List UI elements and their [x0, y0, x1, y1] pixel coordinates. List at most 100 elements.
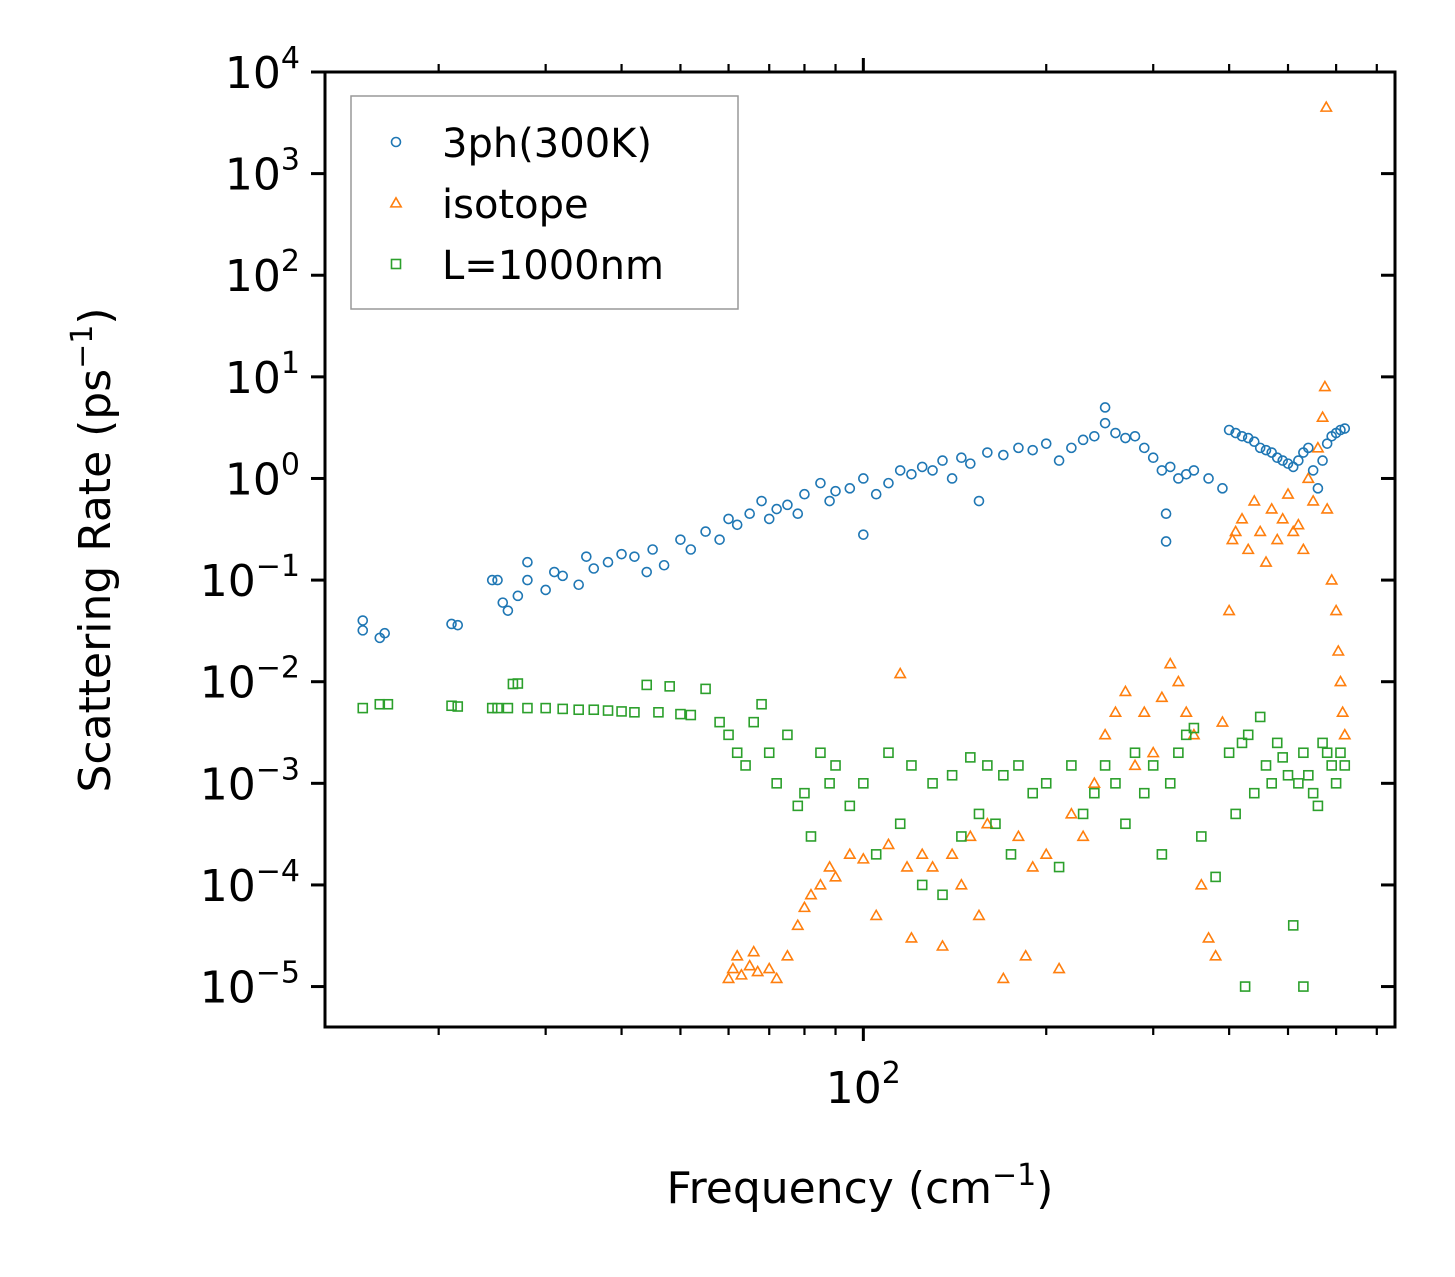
data-point [858, 778, 869, 789]
data-point [1110, 778, 1121, 789]
data-point [1188, 722, 1200, 734]
data-point [927, 778, 938, 789]
data-point [1253, 524, 1267, 537]
data-point [700, 526, 711, 537]
data-point [1156, 849, 1168, 860]
data-point [588, 563, 600, 574]
data-point [1312, 800, 1324, 812]
data-point [1239, 981, 1251, 992]
data-point [1271, 737, 1283, 749]
data-point [973, 495, 985, 507]
data-point [1230, 427, 1241, 439]
y-tick-label: 10−3 [200, 752, 300, 810]
data-point [714, 716, 725, 728]
data-point [357, 615, 369, 626]
data-point [658, 559, 670, 571]
data-point [1019, 949, 1033, 961]
data-point [856, 852, 870, 864]
y-tick-label: 10−1 [200, 549, 300, 607]
legend-marker-2 [390, 258, 402, 270]
data-point [815, 747, 826, 759]
data-point [1164, 778, 1176, 789]
data-point [1338, 728, 1352, 740]
data-point [937, 889, 948, 901]
data-point [1053, 455, 1065, 466]
data-point [804, 888, 818, 900]
data-point [805, 831, 817, 842]
data-point [824, 495, 835, 507]
data-point [616, 548, 627, 560]
data-point [1210, 871, 1221, 883]
data-point [1064, 807, 1078, 819]
data-point [1325, 573, 1339, 585]
data-point [1236, 431, 1248, 442]
data-point [904, 931, 919, 943]
data-point [1163, 657, 1177, 669]
data-point [1138, 442, 1150, 454]
data-point [906, 760, 917, 771]
data-point [581, 551, 592, 562]
data-point [1311, 441, 1325, 453]
data-point [1318, 379, 1332, 392]
y-tick-label: 102 [225, 244, 300, 302]
data-point [747, 944, 761, 957]
legend-label-isotope: isotope [442, 182, 589, 228]
data-point [1202, 931, 1216, 943]
data-point [1276, 512, 1290, 524]
data-point [916, 879, 928, 891]
data-point [1108, 705, 1123, 717]
data-point [1217, 483, 1228, 494]
data-point [1194, 878, 1208, 890]
data-point [824, 778, 835, 789]
data-point [881, 837, 896, 850]
data-point [1089, 431, 1100, 442]
data-point [998, 449, 1009, 461]
data-point [830, 485, 841, 497]
series-2 [357, 678, 1351, 992]
data-point [743, 959, 757, 971]
data-point [870, 849, 882, 860]
data-point [1128, 758, 1142, 771]
data-point [1039, 847, 1053, 860]
y-axis-label: Scattering Rate (ps−1) [65, 307, 121, 792]
data-point [1053, 861, 1065, 873]
data-point [946, 473, 958, 484]
data-point [1287, 920, 1299, 931]
data-point [512, 590, 524, 602]
data-point [1052, 961, 1066, 974]
data-point [685, 709, 697, 721]
data-point [1321, 438, 1333, 449]
data-point [883, 477, 894, 489]
data-point [602, 705, 614, 716]
data-point [883, 747, 894, 759]
data-point [894, 465, 906, 476]
data-point [893, 666, 907, 679]
data-point [1099, 760, 1111, 771]
data-point [813, 878, 828, 890]
data-point [492, 702, 503, 714]
legend: 3ph(300K) isotope L=1000nm [350, 95, 739, 310]
data-point [1339, 423, 1351, 434]
data-point [1160, 508, 1172, 520]
data-point [641, 566, 653, 578]
data-point [486, 702, 498, 714]
data-point [1303, 769, 1314, 781]
data-point [906, 468, 917, 480]
data-point [870, 488, 882, 500]
data-point [1040, 438, 1052, 449]
data-point [1266, 778, 1277, 789]
data-point [990, 818, 1001, 830]
legend-marker-1 [389, 196, 403, 208]
data-point [1298, 747, 1309, 759]
y-tick-labels: 104 103 102 101 100 10−1 10−2 10−3 10−4 10−5 [200, 41, 300, 1014]
data-point [379, 627, 390, 639]
data-point [1089, 787, 1100, 799]
data-point [1040, 778, 1052, 789]
data-point [1336, 705, 1350, 717]
data-point [452, 619, 464, 631]
data-point [1120, 432, 1131, 444]
data-point [492, 574, 503, 586]
data-point [723, 513, 734, 525]
data-point [522, 556, 533, 568]
